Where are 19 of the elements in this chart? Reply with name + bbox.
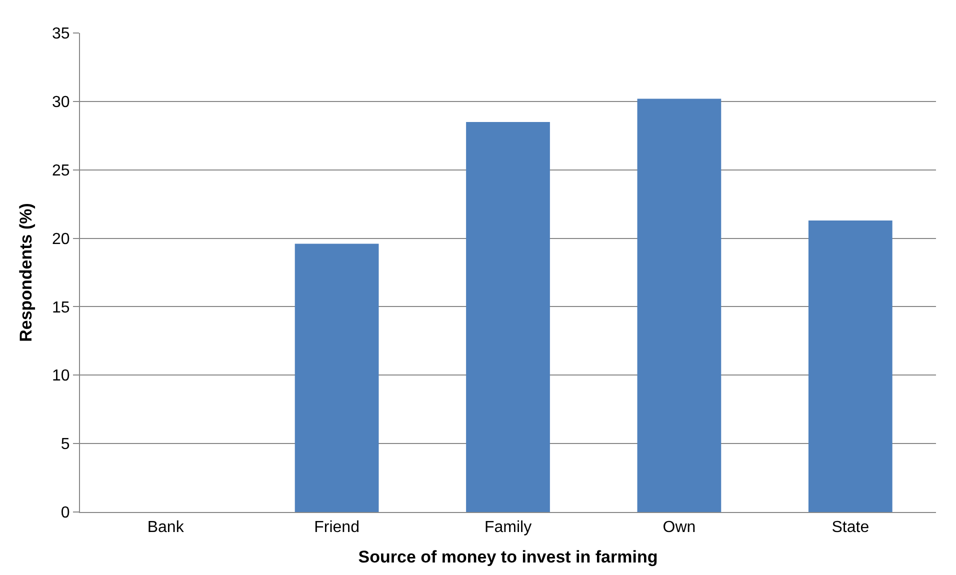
x-tick-label: Family — [484, 519, 532, 536]
bar — [808, 220, 892, 512]
y-tick-label: 10 — [52, 368, 70, 385]
y-tick-label: 30 — [52, 94, 70, 112]
bar — [637, 98, 722, 512]
y-tick-label: 5 — [60, 436, 70, 454]
bar — [466, 122, 550, 512]
y-axis-title: Respondents (%) — [16, 203, 36, 342]
x-axis-title: Source of money to invest in farming — [358, 548, 658, 567]
y-tick-label: 35 — [52, 26, 70, 43]
x-tick-label: Own — [662, 519, 696, 536]
y-tick-label: 0 — [60, 504, 70, 522]
x-tick-label: Friend — [314, 519, 360, 536]
x-tick-label: Bank — [147, 519, 185, 536]
x-tick-label: State — [832, 519, 870, 536]
y-tick-label: 15 — [52, 299, 70, 316]
y-tick-label: 25 — [52, 162, 70, 180]
y-tick-label: 20 — [52, 230, 70, 248]
bar — [294, 244, 379, 512]
